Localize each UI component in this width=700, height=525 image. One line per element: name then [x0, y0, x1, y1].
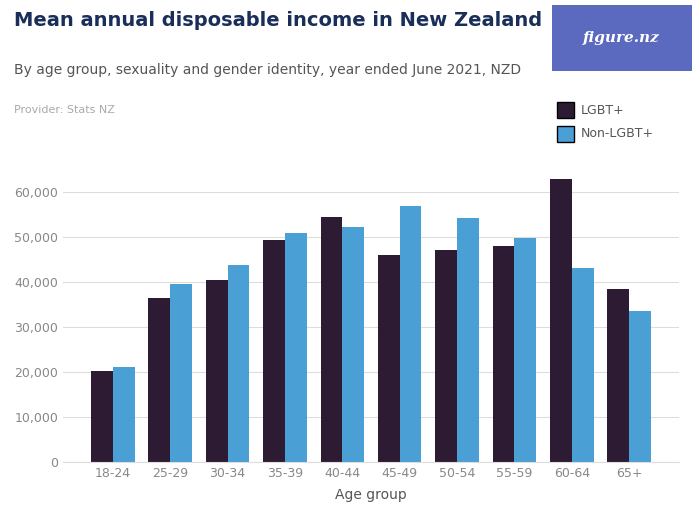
Bar — [148, 298, 170, 462]
Bar — [514, 238, 536, 462]
Bar — [206, 280, 228, 462]
Text: Mean annual disposable income in New Zealand: Mean annual disposable income in New Zea… — [14, 10, 542, 29]
X-axis label: Age group: Age group — [335, 488, 407, 502]
Bar — [457, 218, 479, 462]
Bar — [572, 268, 594, 462]
Bar — [285, 233, 307, 462]
Bar — [321, 217, 342, 462]
Text: figure.nz: figure.nz — [583, 31, 660, 45]
Bar — [435, 249, 457, 462]
Bar — [342, 227, 364, 462]
Bar — [113, 366, 134, 462]
Text: By age group, sexuality and gender identity, year ended June 2021, NZD: By age group, sexuality and gender ident… — [14, 63, 521, 77]
Bar — [400, 205, 421, 462]
Bar — [629, 311, 651, 462]
Text: Non-LGBT+: Non-LGBT+ — [581, 128, 654, 140]
Bar — [170, 284, 192, 462]
Bar — [493, 246, 514, 462]
Bar — [228, 265, 249, 462]
Bar — [91, 371, 113, 462]
Bar — [263, 240, 285, 462]
Text: Provider: Stats NZ: Provider: Stats NZ — [14, 105, 115, 115]
Text: LGBT+: LGBT+ — [581, 104, 624, 117]
Bar — [608, 289, 629, 462]
Bar — [550, 178, 572, 462]
Bar — [378, 255, 400, 462]
